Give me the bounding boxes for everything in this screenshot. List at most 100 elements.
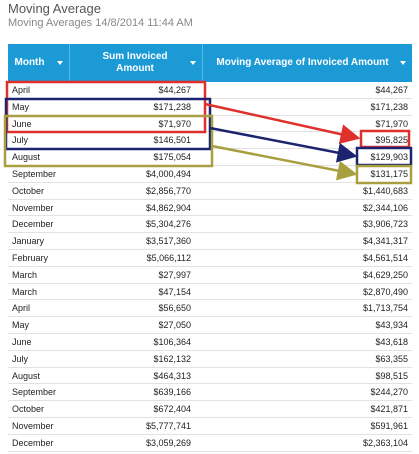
- cell: $4,561,514: [362, 253, 408, 263]
- cell: $43,934: [375, 320, 408, 331]
- cell: $2,856,770: [145, 185, 191, 196]
- highlight-box: [355, 146, 413, 167]
- column-header[interactable]: Sum Invoiced Amount: [70, 44, 203, 82]
- cell: $95,825: [375, 135, 408, 146]
- cell: December: [12, 219, 54, 230]
- cell: January: [12, 236, 45, 247]
- cell: March: [12, 269, 38, 280]
- table-row: July $162,132 $63,355: [8, 351, 412, 368]
- cell: $106,364: [153, 337, 191, 347]
- column-header[interactable]: Month: [8, 44, 70, 82]
- highlight-box: [355, 164, 413, 185]
- table-row: August $464,313 $98,515: [8, 368, 412, 385]
- cell: July: [12, 353, 29, 364]
- highlight-box: [359, 129, 411, 149]
- cell: $146,501: [153, 135, 191, 146]
- cell: $1,440,683: [362, 185, 408, 196]
- cell: $27,050: [158, 320, 191, 331]
- cell: June: [12, 337, 32, 347]
- cell: $47,154: [158, 286, 191, 297]
- cell: December: [12, 437, 54, 448]
- cell: $5,304,276: [145, 219, 191, 230]
- cell: March: [12, 286, 38, 297]
- cell: $421,871: [370, 404, 408, 415]
- cell: $98,515: [375, 370, 408, 381]
- table-row: November $5,777,741 $591,961: [8, 418, 412, 435]
- table-row: November $4,862,904 $2,344,106: [8, 200, 412, 217]
- cell: August: [12, 370, 41, 381]
- cell: $2,870,490: [362, 286, 408, 297]
- column-label: Month: [14, 57, 45, 68]
- cell: $162,132: [153, 353, 191, 364]
- cell: $44,267: [375, 85, 408, 95]
- cell: $5,777,741: [145, 421, 191, 431]
- highlight-box: [3, 114, 214, 168]
- cell: May: [12, 320, 30, 331]
- cell: $672,404: [153, 404, 191, 415]
- cell: $244,270: [370, 387, 408, 398]
- table-row: May $27,050 $43,934: [8, 317, 412, 334]
- cell: $2,363,104: [362, 437, 408, 448]
- column-label: Sum Invoiced Amount: [102, 51, 168, 74]
- arrow: [204, 102, 361, 144]
- cell: $464,313: [153, 370, 191, 381]
- table-row: March $47,154 $2,870,490: [8, 284, 412, 301]
- cell: $71,970: [158, 118, 191, 129]
- table-row: September $639,166 $244,270: [8, 384, 412, 402]
- cell: November: [12, 421, 54, 431]
- cell: $5,066,112: [146, 253, 191, 263]
- cell: $1,713,754: [362, 303, 408, 314]
- cell: September: [12, 387, 57, 398]
- cell: $129,903: [370, 152, 408, 163]
- title: Moving Average: [8, 1, 101, 16]
- cell: September: [12, 169, 57, 179]
- table-row: April $56,650 $1,713,754: [8, 300, 412, 318]
- column-header[interactable]: Moving Average of Invoiced Amount: [203, 44, 412, 82]
- cell: $171,238: [370, 101, 408, 112]
- cell: $639,166: [153, 387, 191, 398]
- cell: May: [12, 101, 30, 112]
- cell: $2,344,106: [362, 202, 408, 213]
- cell: $44,267: [158, 85, 191, 95]
- cell: November: [12, 202, 54, 213]
- cell: $4,341,317: [362, 236, 408, 247]
- cell: October: [12, 404, 45, 415]
- cell: $4,000,494: [145, 169, 191, 179]
- cell: $3,906,723: [362, 219, 408, 230]
- table-row: February $5,066,112 $4,561,514: [8, 250, 412, 267]
- cell: $131,175: [370, 169, 408, 179]
- table-row: June $106,364 $43,618: [8, 334, 412, 351]
- table-row: October $2,856,770 $1,440,683: [8, 183, 412, 200]
- cell: $43,618: [375, 337, 408, 347]
- cell: $3,517,360: [145, 236, 191, 247]
- cell: $4,629,250: [362, 269, 408, 280]
- cell: $171,238: [153, 101, 191, 112]
- cell: October: [12, 185, 45, 196]
- cell: $56,650: [158, 303, 191, 314]
- arrow: [209, 126, 358, 163]
- cell: $71,970: [375, 118, 408, 129]
- table-row: March $27,997 $4,629,250: [8, 267, 412, 284]
- table-row: September $4,000,494 $131,175: [8, 166, 412, 183]
- table-row: December $3,059,269 $2,363,104: [8, 435, 412, 452]
- arrow: [211, 144, 358, 181]
- cell: $27,997: [158, 269, 191, 280]
- cell: April: [12, 85, 31, 95]
- cell: $175,054: [153, 152, 191, 163]
- cell: April: [12, 303, 31, 314]
- subtitle: Moving Averages 14/8/2014 11:44 AM: [8, 17, 193, 29]
- table-row: October $672,404 $421,871: [8, 401, 412, 418]
- cell: $3,059,269: [145, 437, 191, 448]
- highlight-box: [5, 80, 207, 134]
- table-row: December $5,304,276 $3,906,723: [8, 216, 412, 234]
- highlight-box: [4, 97, 212, 151]
- cell: $591,961: [370, 421, 408, 431]
- cell: June: [12, 118, 32, 129]
- cell: August: [12, 152, 41, 163]
- table-row: January $3,517,360 $4,341,317: [8, 233, 412, 250]
- cell: $63,355: [375, 353, 408, 364]
- cell: July: [12, 135, 29, 146]
- cell: February: [12, 253, 49, 263]
